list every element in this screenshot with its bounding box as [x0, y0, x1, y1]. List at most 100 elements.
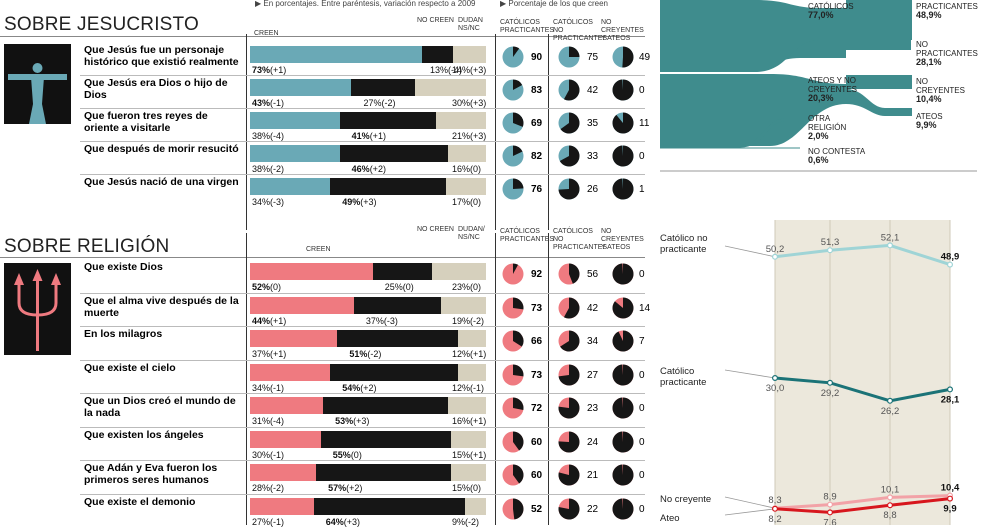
bar-dudan: [436, 112, 486, 129]
pie-value-no-creyentes: 49: [639, 52, 651, 63]
data-point: [887, 397, 894, 404]
row-divider: [80, 292, 645, 294]
pie-value-no-practicantes: 34: [587, 336, 599, 347]
pie-catolicos-practicantes: [502, 46, 524, 68]
data-point: [887, 494, 894, 501]
bar-dudan: [450, 464, 486, 481]
pie-value-practicantes: 66: [531, 336, 543, 347]
pie-catolicos-no-practicantes: [558, 397, 580, 419]
header-dudan: DUDAN/ NS/NC: [458, 226, 485, 241]
plot-background: [775, 220, 950, 525]
bar-no-creen: [372, 263, 432, 280]
column-divider: [495, 233, 496, 525]
value-creen: 34%(-1): [252, 382, 285, 393]
top-note: ▶ En porcentajes. Entre paréntesis, vari…: [255, 0, 476, 8]
leader-line: [724, 245, 776, 258]
data-label: 51,3: [821, 237, 840, 248]
pie-value-practicantes: 76: [531, 184, 543, 195]
row-divider: [80, 460, 645, 461]
value-no-creen: 46%(+2): [351, 164, 386, 174]
pie-catolicos-no-practicantes: [558, 263, 580, 285]
value-no-creen: 54%(+2): [342, 382, 377, 393]
data-label: 50,2: [766, 244, 785, 255]
value-creen: 28%(-2): [252, 483, 285, 493]
bar-creen: [250, 145, 340, 162]
bar-no-creen: [323, 397, 449, 414]
question-text: En los milagros: [84, 328, 163, 340]
header-no-creen: NO CREEN: [417, 226, 454, 233]
pie-value-no-creyentes: 0: [639, 151, 645, 162]
data-label: 8,8: [883, 510, 896, 521]
header-catolicos-no-practicantes: CATÓLICOS NO PRACTICANTES: [553, 228, 608, 251]
value-creen: 52%(0): [252, 282, 282, 292]
pie-no-creyentes-ateos: [612, 79, 634, 101]
row-divider: [80, 393, 645, 394]
value-dudan: 12%(+1): [452, 349, 487, 359]
sankey-label-no-practicantes: NO PRACTICANTES 28,1%: [916, 40, 978, 67]
row-divider: [80, 174, 645, 175]
pie-value-practicantes: 60: [531, 436, 543, 448]
pie-value-no-practicantes: 23: [587, 403, 599, 414]
value-no-creen: 55%(0): [332, 449, 362, 460]
pie-value-practicantes: 73: [531, 302, 543, 314]
bar-no-creen: [330, 178, 446, 195]
row-divider: [80, 75, 645, 76]
series-line-3: [774, 497, 951, 514]
question-text: Que un Dios creó el mundo de la nada: [84, 395, 236, 419]
pie-no-creyentes-ateos: [612, 498, 634, 519]
bar-creen: [250, 464, 317, 481]
bar-dudan: [457, 363, 486, 381]
bar-dudan: [445, 178, 486, 195]
pie-catolicos-no-practicantes: [558, 297, 580, 318]
data-point: [887, 502, 894, 509]
christ-redeemer-icon: [4, 44, 71, 124]
series-line-1: [774, 376, 951, 403]
value-creen: 27%(-1): [252, 516, 285, 527]
series-label-no-practicante: Católico no practicante: [660, 233, 708, 255]
data-label: 8,2: [768, 514, 781, 525]
divider: [0, 36, 645, 37]
leader-line: [724, 496, 776, 509]
bar-no-creen: [422, 46, 453, 63]
question-text: Que existen los ángeles: [84, 428, 204, 441]
pie-value-no-creyentes: 11: [639, 118, 650, 129]
question-text: Que después de morir resucitó: [84, 143, 239, 155]
header-dudan: DUDAN NS/NC: [458, 17, 483, 32]
header-creen: CREEN: [254, 30, 279, 37]
pie-value-no-practicantes: 42: [587, 85, 599, 96]
devil-trident-icon: [4, 263, 71, 355]
pie-value-practicantes: 52: [531, 503, 543, 515]
pie-catolicos-no-practicantes: [558, 431, 580, 452]
bar-no-creen: [313, 497, 465, 515]
question-text: Que Jesús nació de una virgen: [84, 176, 239, 188]
value-dudan: 14%(+3): [452, 65, 487, 75]
value-creen: 30%(-1): [252, 449, 285, 460]
sankey-label-otra-religion: OTRA RELIGIÓN 2,0%: [808, 114, 847, 141]
value-dudan: 30%(+3): [452, 98, 487, 108]
value-creen: 73%(+1): [252, 65, 287, 75]
bar-creen: [250, 263, 373, 280]
pie-catolicos-practicantes: [502, 263, 524, 285]
pie-value-no-practicantes: 22: [587, 503, 599, 515]
pie-note: ▶ Porcentaje de los que creen: [500, 0, 608, 8]
data-point: [947, 495, 954, 502]
data-label: 8,9: [823, 492, 836, 503]
bar-no-creen: [353, 296, 442, 314]
header-no-creyentes-ateos: NO CREYENTES Y ATEOS: [601, 19, 644, 42]
pie-value-practicantes: 60: [531, 470, 543, 481]
value-no-creen: 49%(+3): [342, 197, 377, 207]
bar-no-creen: [351, 79, 416, 96]
pie-no-creyentes-ateos: [612, 464, 634, 486]
row-divider: [80, 426, 645, 428]
value-dudan: 12%(-1): [452, 382, 485, 393]
pie-catolicos-no-practicantes: [558, 498, 580, 519]
value-no-creen: 37%(-3): [365, 315, 398, 326]
value-dudan: 9%(-2): [452, 516, 480, 527]
pie-catolicos-practicantes: [502, 79, 524, 101]
pie-no-creyentes-ateos: [612, 330, 634, 352]
column-divider: [548, 34, 549, 230]
value-creen: 38%(-4): [252, 131, 285, 141]
pie-value-no-creyentes: 0: [639, 369, 645, 381]
pie-value-no-creyentes: 0: [639, 85, 645, 96]
value-no-creen: 53%(+3): [335, 416, 370, 426]
